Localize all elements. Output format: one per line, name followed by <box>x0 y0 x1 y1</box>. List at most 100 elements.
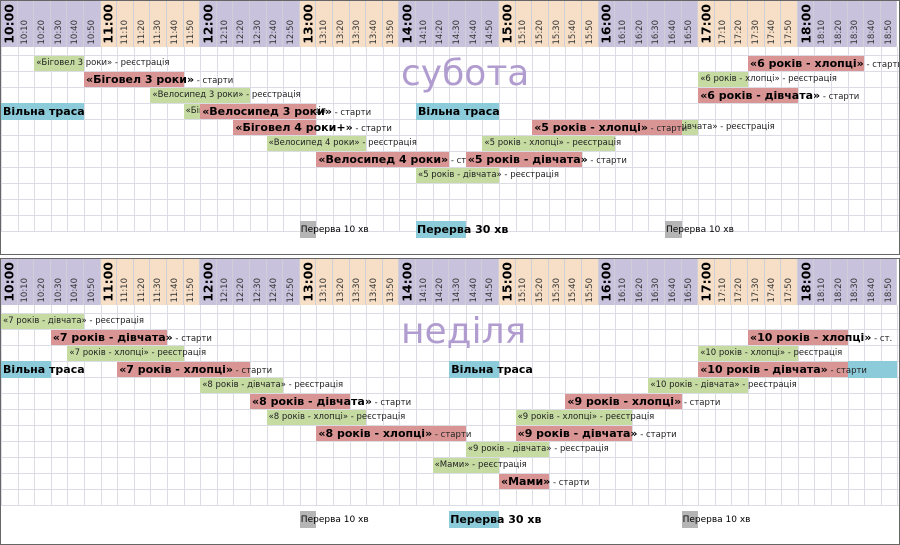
event-title: «5 років - дівчата» <box>467 153 588 166</box>
time-header-cell: 13:40 <box>366 1 383 47</box>
event-label: «Велосипед 4 роки» - старти <box>318 152 487 169</box>
time-label: 11:40 <box>169 19 180 45</box>
time-header-cell: 13:20 <box>333 1 350 47</box>
time-label: 16:40 <box>667 19 678 45</box>
time-label: 12:10 <box>219 19 230 45</box>
time-label: 14:30 <box>451 19 462 45</box>
time-header-cell: 10:00 <box>1 1 18 47</box>
registration-bar <box>266 136 367 151</box>
event-label: «9 років - хлопці» - старти <box>567 394 720 411</box>
time-label: 14:00 <box>399 4 415 44</box>
event-suffix: - старти <box>331 108 372 118</box>
event-label: «8 років - хлопці» - реєстрація <box>269 410 406 425</box>
free-track-label: Вільна траса <box>451 363 533 376</box>
event-label: «Біговел 4 роки+» - старти <box>235 120 391 137</box>
time-label: 18:00 <box>798 262 814 302</box>
grid-vline <box>133 47 135 231</box>
time-header-cell: 10:30 <box>50 1 68 47</box>
time-label: 13:50 <box>385 19 396 45</box>
time-header-cell: 12:50 <box>283 259 300 305</box>
event-label: «8 років - хлопці» - старти <box>318 426 471 443</box>
time-header-cell: 17:00 <box>698 259 715 305</box>
time-header-cell: 15:30 <box>548 1 566 47</box>
time-header-cell: 16:10 <box>615 1 632 47</box>
time-label: 13:30 <box>352 19 363 45</box>
grid-vline <box>797 47 799 231</box>
time-header-cell: 15:50 <box>582 1 599 47</box>
time-label: 14:10 <box>418 19 429 45</box>
time-label: 13:40 <box>368 19 379 45</box>
time-header-cell: 13:30 <box>349 1 367 47</box>
grid-vline <box>681 47 683 231</box>
grid-vline <box>847 47 849 231</box>
event-label: «8 років - дівчата» - старти <box>252 394 411 411</box>
event-suffix: - реєстрація <box>501 170 559 180</box>
event-title: «Біговел 3 роки» <box>86 73 195 86</box>
time-header-cell: 17:40 <box>764 1 782 47</box>
break-label: Перерва 10 хв <box>300 515 369 525</box>
registration-bar <box>150 88 250 103</box>
time-label: 18:10 <box>817 277 828 303</box>
time-header-cell: 18:30 <box>847 1 865 47</box>
free-track-label: Вільна траса <box>3 105 85 118</box>
time-label: 16:30 <box>651 277 662 303</box>
time-header-cell: 14:00 <box>399 259 416 305</box>
time-label: 17:40 <box>767 19 778 45</box>
event-title: «7 років - хлопці» <box>69 348 149 358</box>
break-block <box>681 511 699 528</box>
start-bar <box>532 120 682 135</box>
time-header-cell: 10:30 <box>50 259 68 305</box>
time-header-cell: 12:40 <box>266 1 284 47</box>
grid-vline <box>399 47 401 231</box>
event-label: «Велосипед 3 роки» - старти <box>202 104 371 121</box>
grid-vline <box>117 47 119 231</box>
event-label: «6 років - дівчата» - старти <box>700 88 859 105</box>
event-title: «7 років - дівчата» <box>52 331 173 344</box>
event-title: «8 років - дівчата» <box>252 395 372 408</box>
time-label: 16:00 <box>598 262 614 302</box>
time-label: 11:30 <box>153 19 164 45</box>
registration-bar <box>515 410 632 425</box>
break-block <box>416 221 466 238</box>
time-header-cell: 11:20 <box>133 259 151 305</box>
event-title: «6 років - дівчата» <box>700 89 821 102</box>
event-title: «9 років - хлопці» <box>567 395 682 408</box>
time-label: 11:10 <box>119 277 130 303</box>
time-label: 18:40 <box>866 19 877 45</box>
time-label: 18:00 <box>798 4 814 44</box>
start-bar <box>748 56 865 71</box>
time-label: 16:00 <box>598 4 614 44</box>
event-label: «9 років - дівчата» - старти <box>518 426 677 443</box>
grid-vline <box>731 305 733 505</box>
grid-vline <box>648 47 650 231</box>
time-label: 15:10 <box>518 19 529 45</box>
grid-hline <box>1 505 899 506</box>
time-header-cell: 12:10 <box>216 259 234 305</box>
grid-vline <box>449 47 451 231</box>
grid-hline <box>1 489 899 490</box>
time-label: 10:30 <box>53 277 64 303</box>
time-label: 14:00 <box>399 262 415 302</box>
time-label: 12:20 <box>236 277 247 303</box>
time-header-cell: 14:50 <box>482 1 499 47</box>
grid-hline <box>1 167 899 168</box>
event-title: «9 років - дівчата» <box>467 444 552 454</box>
event-title: «10 років - хлопці» <box>700 348 786 358</box>
event-suffix: - реєстрація <box>86 316 144 326</box>
time-header-cell: 16:10 <box>615 259 632 305</box>
time-label: 18:40 <box>866 277 877 303</box>
grid-vline <box>216 305 218 505</box>
grid-vline <box>847 305 849 505</box>
registration-bar <box>648 378 748 393</box>
free-track-label: Вільна траса <box>418 105 500 118</box>
time-label: 13:00 <box>300 262 316 302</box>
start-bar <box>250 394 350 409</box>
break-block <box>665 221 682 238</box>
time-label: 15:00 <box>499 4 515 44</box>
grid-vline <box>631 47 633 231</box>
event-label: «Мами» - старти <box>501 474 589 491</box>
time-label: 11:20 <box>136 277 147 303</box>
event-label: «7 років - дівчата» - старти <box>53 330 212 347</box>
registration-bar <box>698 72 748 87</box>
grid-vline <box>167 305 168 505</box>
